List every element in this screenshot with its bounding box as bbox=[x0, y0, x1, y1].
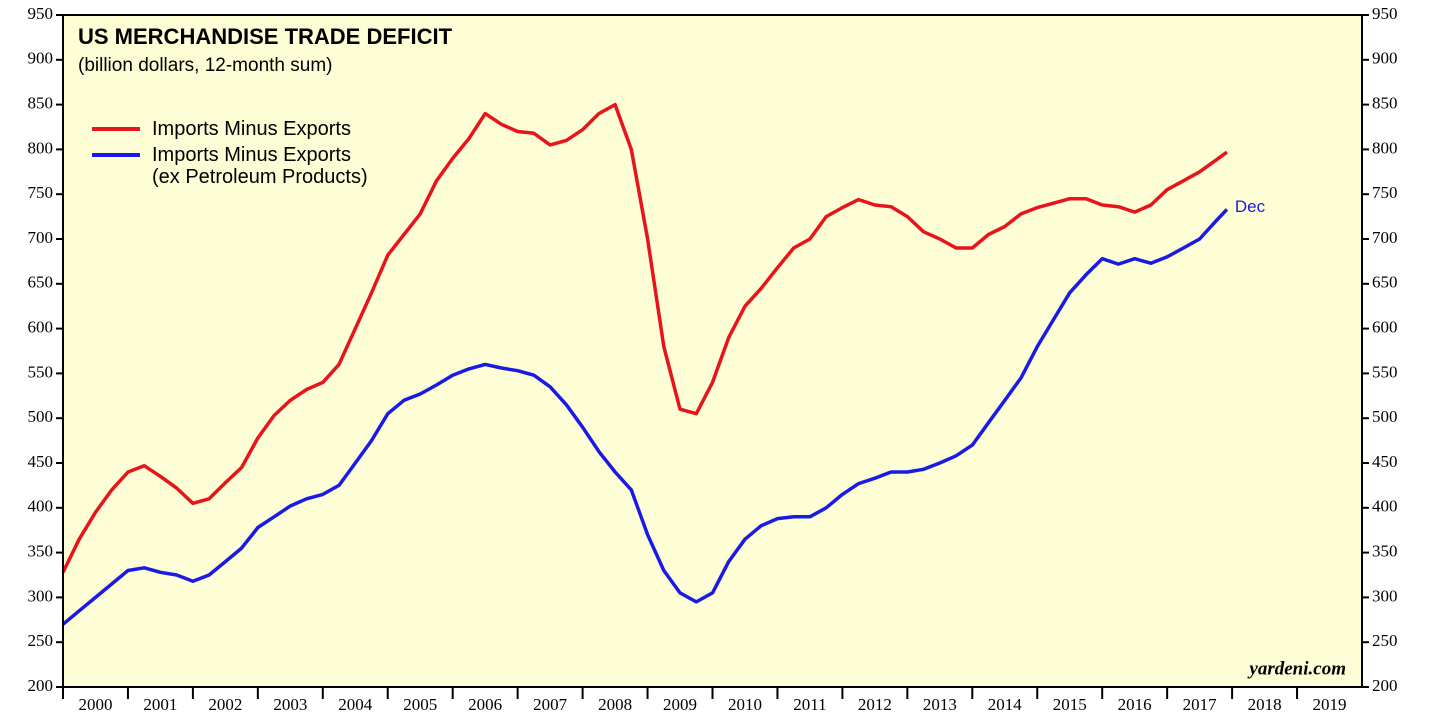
x-tick-label: 2007 bbox=[533, 695, 568, 714]
y2-tick-label: 250 bbox=[1372, 631, 1398, 650]
y2-tick-label: 950 bbox=[1372, 4, 1398, 23]
x-tick-label: 2019 bbox=[1313, 695, 1347, 714]
x-tick-label: 2011 bbox=[793, 695, 826, 714]
y-tick-label: 250 bbox=[28, 631, 54, 650]
plot-area bbox=[63, 15, 1362, 687]
x-tick-label: 2013 bbox=[923, 695, 957, 714]
x-tick-label: 2006 bbox=[468, 695, 502, 714]
y2-tick-label: 450 bbox=[1372, 452, 1398, 471]
y2-tick-label: 650 bbox=[1372, 273, 1398, 292]
source: yardeni.com bbox=[1247, 658, 1346, 679]
y-tick-label: 450 bbox=[28, 452, 54, 471]
y-tick-label: 200 bbox=[28, 676, 54, 695]
y-tick-label: 400 bbox=[28, 497, 54, 516]
x-tick-label: 2002 bbox=[208, 695, 242, 714]
x-tick-label: 2016 bbox=[1118, 695, 1152, 714]
y-tick-label: 900 bbox=[28, 49, 54, 68]
y-tick-label: 650 bbox=[28, 273, 54, 292]
x-tick-label: 2001 bbox=[143, 695, 177, 714]
y2-tick-label: 800 bbox=[1372, 138, 1398, 157]
y2-tick-label: 850 bbox=[1372, 94, 1398, 113]
x-tick-label: 2015 bbox=[1053, 695, 1087, 714]
y2-tick-label: 550 bbox=[1372, 362, 1398, 381]
x-tick-label: 2008 bbox=[598, 695, 632, 714]
x-tick-label: 2017 bbox=[1183, 695, 1218, 714]
x-tick-label: 2004 bbox=[338, 695, 373, 714]
y-tick-label: 750 bbox=[28, 183, 54, 202]
series-line bbox=[61, 102, 1228, 574]
x-tick-label: 2005 bbox=[403, 695, 437, 714]
legend-item: Imports Minus Exports bbox=[92, 118, 368, 140]
y2-tick-label: 500 bbox=[1372, 407, 1398, 426]
chart-title: US MERCHANDISE TRADE DEFICIT bbox=[78, 24, 453, 49]
y-tick-label: 550 bbox=[28, 362, 54, 381]
y2-tick-label: 750 bbox=[1372, 183, 1398, 202]
x-tick-label: 2000 bbox=[78, 695, 112, 714]
legend-label: Imports Minus Exports (ex Petroleum Prod… bbox=[152, 144, 368, 188]
chart-subtitle: (billion dollars, 12-month sum) bbox=[78, 55, 333, 76]
x-tick-label: 2009 bbox=[663, 695, 697, 714]
y-tick-label: 500 bbox=[28, 407, 54, 426]
x-tick-label: 2018 bbox=[1248, 695, 1282, 714]
x-tick-label: 2012 bbox=[858, 695, 892, 714]
y-tick-label: 600 bbox=[28, 318, 54, 337]
y2-tick-label: 200 bbox=[1372, 676, 1398, 695]
annotation: Dec bbox=[1235, 197, 1266, 216]
legend-item: Imports Minus Exports (ex Petroleum Prod… bbox=[92, 144, 368, 188]
legend: Imports Minus Exports Imports Minus Expor… bbox=[92, 118, 368, 192]
y2-tick-label: 900 bbox=[1372, 49, 1398, 68]
y2-tick-label: 600 bbox=[1372, 318, 1398, 337]
x-tick-label: 2014 bbox=[988, 695, 1023, 714]
x-tick-label: 2010 bbox=[728, 695, 762, 714]
y-tick-label: 700 bbox=[28, 228, 54, 247]
y-tick-label: 950 bbox=[28, 4, 54, 23]
legend-swatch bbox=[92, 127, 140, 131]
y2-tick-label: 700 bbox=[1372, 228, 1398, 247]
y2-tick-label: 350 bbox=[1372, 542, 1398, 561]
y-tick-label: 850 bbox=[28, 94, 54, 113]
series-line bbox=[61, 208, 1229, 626]
y2-tick-label: 400 bbox=[1372, 497, 1398, 516]
legend-swatch bbox=[92, 153, 140, 157]
y2-tick-label: 300 bbox=[1372, 586, 1398, 605]
y-tick-label: 300 bbox=[28, 586, 54, 605]
x-tick-label: 2003 bbox=[273, 695, 307, 714]
y-tick-label: 350 bbox=[28, 542, 54, 561]
legend-label: Imports Minus Exports bbox=[152, 118, 351, 140]
y-tick-label: 800 bbox=[28, 138, 54, 157]
